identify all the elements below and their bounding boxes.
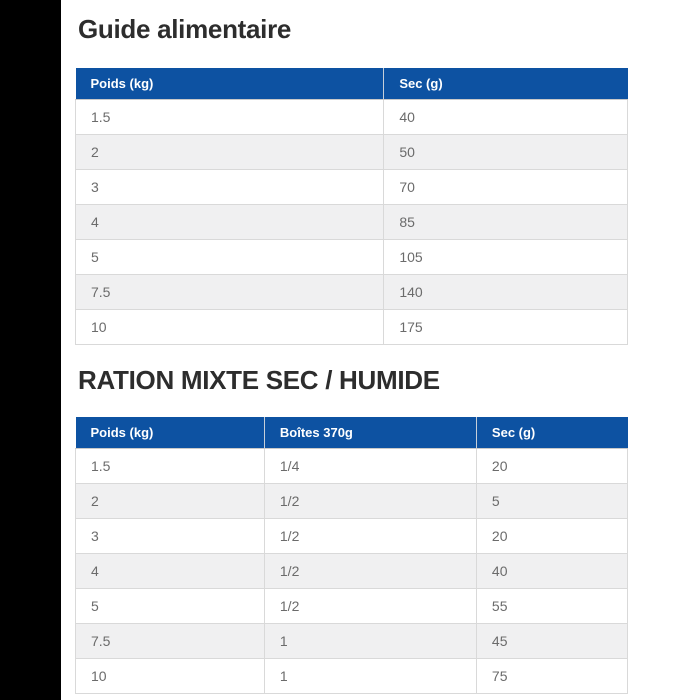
table-cell: 1.5 bbox=[75, 448, 265, 484]
table-body: 1.5 1/4 20 2 1/2 5 3 1/2 20 4 1/2 40 5 1/2 55 7.5 1 45 10 1… bbox=[75, 448, 629, 694]
table-row: 2 1/2 5 bbox=[75, 483, 629, 519]
table-head: Poids (kg) Sec (g) bbox=[75, 68, 628, 100]
table-cell: 140 bbox=[383, 274, 628, 310]
feeding-guide-section: Guide alimentaire Poids (kg) Sec (g) 1.5 4… bbox=[74, 14, 700, 345]
table-cell: 45 bbox=[475, 623, 629, 659]
table-row: 1.5 1/4 20 bbox=[75, 448, 629, 484]
table-header-cell: Sec (g) bbox=[383, 68, 628, 100]
table-cell: 10 bbox=[74, 309, 385, 345]
table-row: 1.5 40 bbox=[74, 99, 628, 135]
table-cell: 75 bbox=[475, 658, 629, 694]
table-row: 5 1/2 55 bbox=[75, 588, 629, 624]
table-cell: 7.5 bbox=[74, 274, 385, 310]
table-cell: 7.5 bbox=[75, 623, 265, 659]
table-cell: 85 bbox=[383, 204, 628, 240]
table-cell: 20 bbox=[475, 518, 629, 554]
table-header-row: Poids (kg) Sec (g) bbox=[75, 68, 628, 100]
table-header-cell: Poids (kg) bbox=[75, 417, 265, 449]
table-cell: 175 bbox=[383, 309, 628, 345]
table-cell: 55 bbox=[475, 588, 629, 624]
table-cell: 5 bbox=[74, 239, 385, 275]
table-row: 7.5 1 45 bbox=[75, 623, 629, 659]
table-cell: 1/2 bbox=[263, 518, 477, 554]
table-cell: 2 bbox=[74, 134, 385, 170]
table-cell: 70 bbox=[383, 169, 628, 205]
table-cell: 105 bbox=[383, 239, 628, 275]
table-cell: 1/2 bbox=[263, 588, 477, 624]
table-row: 7.5 140 bbox=[74, 274, 628, 310]
table-cell: 4 bbox=[75, 553, 265, 589]
table-row: 3 70 bbox=[74, 169, 628, 205]
table-header-row: Poids (kg) Boîtes 370g Sec (g) bbox=[75, 417, 628, 449]
table-cell: 50 bbox=[383, 134, 628, 170]
table-cell: 1 bbox=[263, 658, 477, 694]
table-row: 5 105 bbox=[74, 239, 628, 275]
table-cell: 5 bbox=[475, 483, 629, 519]
feeding-guide-section: RATION MIXTE SEC / HUMIDE Poids (kg) Boît… bbox=[75, 365, 700, 694]
table-header-cell: Sec (g) bbox=[476, 417, 628, 449]
table-row: 3 1/2 20 bbox=[75, 518, 629, 554]
table-cell: 20 bbox=[475, 448, 629, 484]
table-cell: 1 bbox=[263, 623, 477, 659]
feeding-table: Poids (kg) Sec (g) 1.5 40 2 50 3 70 4 85 5 105 7.5 1… bbox=[74, 68, 628, 345]
table-cell: 1.5 bbox=[74, 99, 385, 135]
table-body: 1.5 40 2 50 3 70 4 85 5 105 7.5 140 10 175 bbox=[74, 99, 628, 345]
table-row: 4 1/2 40 bbox=[75, 553, 629, 589]
table-cell: 3 bbox=[74, 169, 385, 205]
section-title: Guide alimentaire bbox=[78, 14, 292, 44]
left-black-bar bbox=[0, 0, 61, 700]
table-head: Poids (kg) Boîtes 370g Sec (g) bbox=[75, 417, 628, 449]
table-cell: 1/4 bbox=[263, 448, 477, 484]
table-cell: 1/2 bbox=[263, 483, 477, 519]
section-title: RATION MIXTE SEC / HUMIDE bbox=[78, 365, 440, 395]
table-cell: 2 bbox=[75, 483, 265, 519]
table-cell: 4 bbox=[74, 204, 385, 240]
table-row: 4 85 bbox=[74, 204, 628, 240]
table-cell: 5 bbox=[75, 588, 265, 624]
table-cell: 10 bbox=[75, 658, 265, 694]
table-header-cell: Boîtes 370g bbox=[264, 417, 477, 449]
content-area: Guide alimentaire Poids (kg) Sec (g) 1.5 4… bbox=[61, 0, 700, 700]
table-cell: 40 bbox=[383, 99, 628, 135]
table-cell: 1/2 bbox=[263, 553, 477, 589]
table-row: 2 50 bbox=[74, 134, 628, 170]
table-cell: 3 bbox=[75, 518, 265, 554]
table-cell: 40 bbox=[475, 553, 629, 589]
feeding-table: Poids (kg) Boîtes 370g Sec (g) 1.5 1/4 20 2 1/… bbox=[75, 417, 629, 694]
table-header-cell: Poids (kg) bbox=[75, 68, 385, 100]
